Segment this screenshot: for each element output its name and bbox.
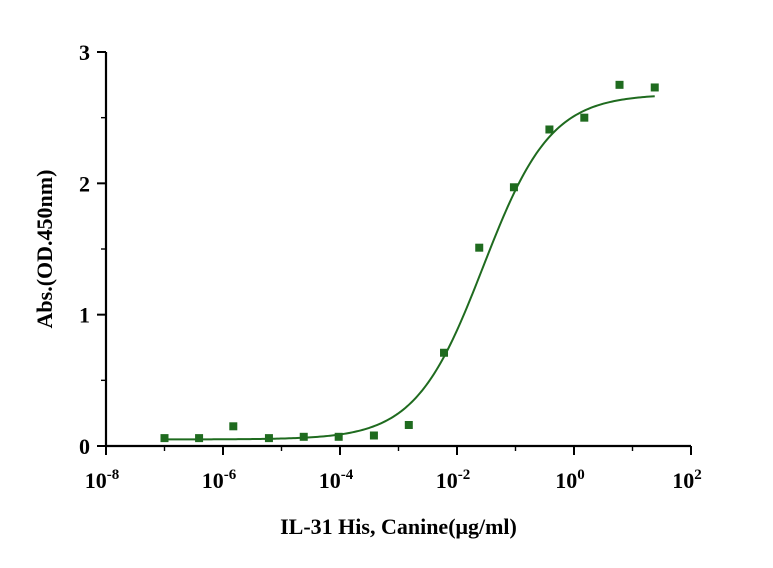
y-axis-title: Abs.(OD.450nm) bbox=[32, 170, 57, 329]
x-tick-label: 102 bbox=[672, 467, 702, 493]
axes: 0 1 2 3 10-8 10-6 10-4 10-2 100 102 bbox=[79, 40, 702, 493]
data-point bbox=[580, 113, 589, 122]
data-point bbox=[404, 420, 413, 429]
x-tick-label: 10-8 bbox=[85, 467, 120, 493]
data-point bbox=[475, 243, 484, 252]
y-tick-label: 3 bbox=[79, 40, 90, 65]
data-points bbox=[160, 80, 659, 443]
x-tick-label: 10-6 bbox=[202, 467, 237, 493]
data-point bbox=[509, 183, 518, 192]
data-point bbox=[195, 434, 204, 443]
y-tick-label: 1 bbox=[79, 303, 90, 328]
data-point bbox=[160, 434, 169, 443]
data-point bbox=[615, 80, 624, 89]
data-point bbox=[440, 348, 449, 357]
x-axis-title: IL-31 His, Canine(μg/ml) bbox=[280, 514, 517, 539]
data-point bbox=[264, 434, 273, 443]
data-point bbox=[334, 432, 343, 441]
fit-curve-line bbox=[164, 95, 655, 441]
axis-labels: IL-31 His, Canine(μg/ml) Abs.(OD.450nm) bbox=[32, 170, 517, 539]
data-point bbox=[545, 125, 554, 134]
x-tick-label: 10-2 bbox=[436, 467, 471, 493]
data-point bbox=[229, 422, 238, 431]
y-tick-label: 2 bbox=[79, 171, 90, 196]
y-tick-label: 0 bbox=[79, 434, 90, 459]
data-point bbox=[650, 83, 659, 92]
x-tick-label: 100 bbox=[555, 467, 585, 493]
data-point bbox=[299, 432, 308, 441]
data-point bbox=[369, 431, 378, 440]
fit-curve bbox=[164, 95, 655, 441]
x-tick-label: 10-4 bbox=[319, 467, 354, 493]
